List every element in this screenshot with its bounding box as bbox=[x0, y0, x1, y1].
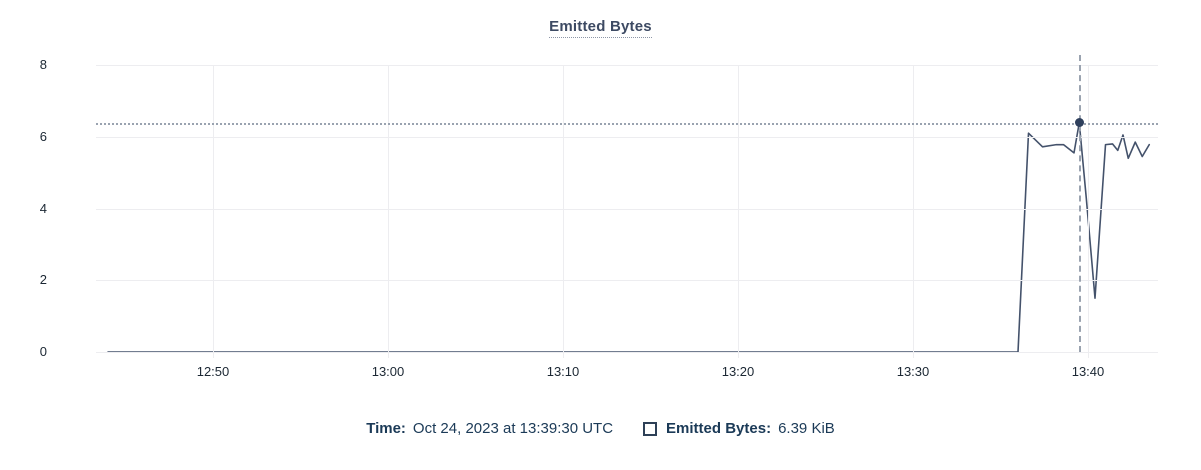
x-tick-label: 13:30 bbox=[896, 364, 930, 379]
y-gridline bbox=[96, 280, 1158, 282]
chart-title: Emitted Bytes bbox=[0, 18, 1201, 38]
y-tick-label: 6 bbox=[39, 128, 47, 144]
x-gridline bbox=[1088, 65, 1089, 358]
y-gridline bbox=[96, 136, 1158, 138]
chart-title-text: Emitted Bytes bbox=[549, 18, 652, 38]
y-tick-label: 4 bbox=[39, 200, 47, 216]
x-gridline bbox=[213, 65, 214, 358]
y-gridline bbox=[96, 208, 1158, 210]
y-gridline bbox=[96, 65, 1158, 66]
x-tick-label: 13:00 bbox=[371, 364, 405, 379]
footer-time: Time: Oct 24, 2023 at 13:39:30 UTC bbox=[366, 420, 613, 437]
x-gridline bbox=[563, 65, 564, 358]
y-gridline bbox=[96, 352, 1158, 353]
x-gridline bbox=[738, 65, 739, 358]
footer-series-key: Emitted Bytes: bbox=[666, 420, 772, 437]
footer-time-value: Oct 24, 2023 at 13:39:30 UTC bbox=[412, 420, 614, 437]
footer-time-key: Time: bbox=[366, 420, 406, 437]
plot-area[interactable]: 0 2 4 6 8 12:50 13:00 13:10 13:20 13:30 13:40 bbox=[40, 55, 1158, 379]
time-crosshair-line bbox=[1079, 55, 1082, 352]
y-tick-label: 0 bbox=[39, 344, 47, 359]
x-tick-label: 13:20 bbox=[721, 364, 755, 379]
chart-footer-legend: Time: Oct 24, 2023 at 13:39:30 UTC Emitt… bbox=[0, 420, 1201, 437]
x-tick-label: 12:50 bbox=[196, 364, 230, 379]
value-guide-line bbox=[96, 122, 1158, 125]
y-tick-label: 8 bbox=[39, 57, 47, 72]
footer-series[interactable]: Emitted Bytes: 6.39 KiB bbox=[643, 420, 835, 437]
x-tick-label: 13:40 bbox=[1071, 364, 1105, 379]
x-tick-label: 13:10 bbox=[546, 364, 580, 379]
hover-point-marker[interactable] bbox=[1074, 118, 1084, 128]
legend-swatch-icon bbox=[643, 421, 658, 436]
y-tick-label: 2 bbox=[39, 272, 47, 288]
x-gridline bbox=[388, 65, 389, 358]
x-gridline bbox=[913, 65, 914, 358]
footer-series-value: 6.39 KiB bbox=[778, 420, 835, 437]
series-line-emitted-bytes bbox=[107, 121, 1151, 353]
